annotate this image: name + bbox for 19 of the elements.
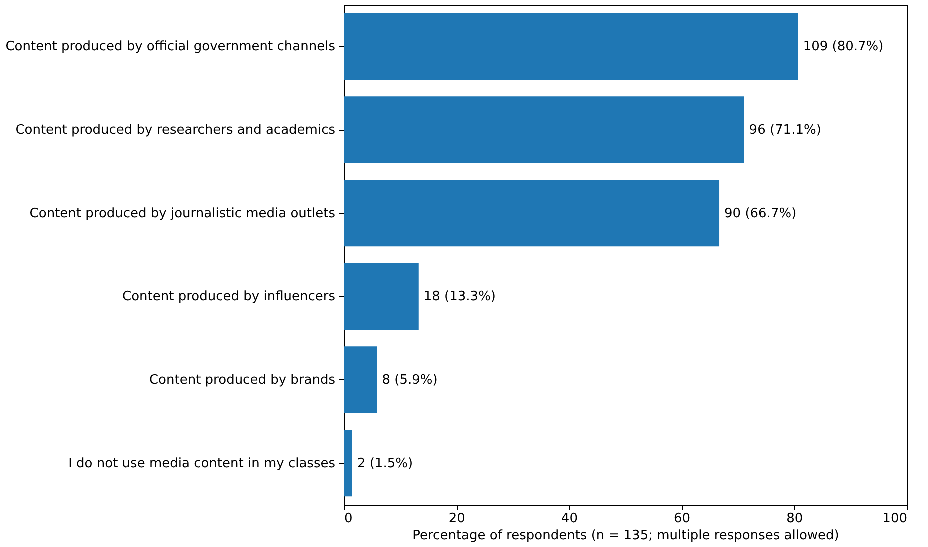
y-tick-label: Content produced by official government channels [6,40,336,55]
x-tick-label: 40 [561,512,578,526]
data-label: 2 (1.5%) [357,456,414,472]
x-tick-label: 100 [882,512,908,526]
data-label: 96 (71.1%) [749,123,822,138]
y-tick-label: Content produced by influencers [122,290,336,305]
y-tick-label: I do not use media content in my classes [68,456,336,472]
x-axis-title: Percentage of respondents (n = 135; multiple responses allowed) [412,528,840,544]
x-tick-label: 80 [786,512,804,526]
y-tick-label: Content produced by researchers and academics [16,123,336,138]
y-tick-label: Content produced by journalistic media outlets [30,206,336,222]
data-label: 90 (66.7%) [724,206,797,222]
data-label: 18 (13.3%) [424,290,496,305]
data-label: 109 (80.7%) [803,40,884,55]
y-tick-label: Content produced by brands [149,373,336,388]
x-tick-label: 60 [674,512,691,526]
data-label: 8 (5.9%) [382,373,438,388]
x-tick-label: 20 [448,512,466,526]
x-tick-label: 0 [344,512,353,526]
